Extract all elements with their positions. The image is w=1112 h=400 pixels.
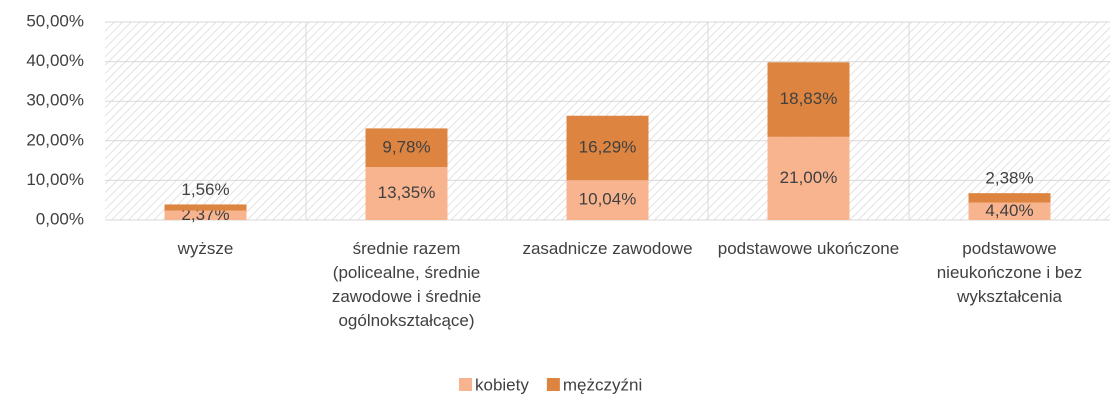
data-label: 13,35% — [378, 183, 436, 202]
bar-segment — [365, 128, 448, 168]
y-tick-label: 10,00% — [26, 170, 84, 189]
y-tick-label: 30,00% — [26, 91, 84, 110]
bar-segment — [566, 180, 649, 220]
data-label: 4,40% — [985, 201, 1033, 220]
data-label: 1,56% — [181, 180, 229, 199]
data-label: 2,38% — [985, 169, 1033, 188]
x-tick-label: podstawowe ukończone — [718, 239, 899, 258]
bar-segment — [365, 167, 448, 220]
bar-segment — [767, 136, 850, 220]
data-label: 16,29% — [579, 137, 637, 156]
x-tick-label: podstawowe nieukończone i bez wykształceni… — [937, 239, 1083, 306]
y-tick-label: 20,00% — [26, 130, 84, 149]
data-label: 9,78% — [382, 137, 430, 156]
y-tick-label: 0,00% — [36, 209, 84, 228]
x-tick-label: zasadnicze zawodowe — [522, 239, 692, 258]
x-tick-label: wyższe — [177, 239, 234, 258]
x-tick-label: średnie razem (policealne, średnie zawodow… — [332, 239, 481, 330]
bar-segment — [164, 204, 247, 211]
y-tick-label: 40,00% — [26, 51, 84, 70]
legend-swatch — [459, 378, 472, 391]
bar-segment — [767, 62, 850, 137]
bar-segment — [164, 210, 247, 220]
data-label: 18,83% — [780, 89, 838, 108]
legend-swatch — [546, 378, 560, 391]
legend: kobiety mężczyźni — [459, 375, 642, 394]
bar-segment — [968, 193, 1051, 203]
bar-segment — [968, 202, 1051, 220]
data-label: 10,04% — [579, 190, 637, 209]
bar-segment — [566, 115, 649, 181]
y-tick-label: 50,00% — [26, 11, 84, 30]
legend-label: mężczyźni — [563, 375, 642, 394]
data-label: 21,00% — [780, 168, 838, 187]
legend-label: kobiety — [475, 375, 529, 394]
